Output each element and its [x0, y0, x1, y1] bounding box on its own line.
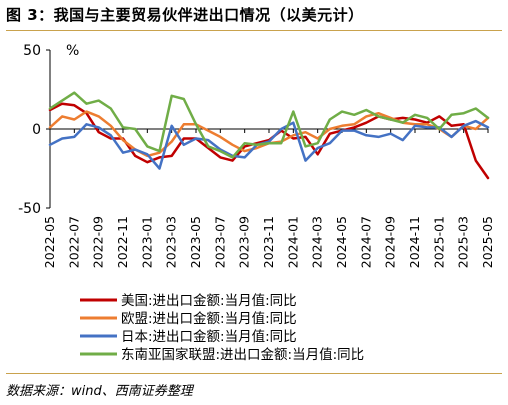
x-tick-label: 2022-07: [66, 216, 81, 268]
x-tick-label: 2022-05: [42, 216, 57, 268]
x-tick-label: 2023-11: [261, 216, 276, 268]
y-tick-label: 0: [32, 122, 41, 138]
x-tick-label: 2024-09: [383, 216, 398, 268]
source-rule: [6, 373, 502, 374]
title-rule: [6, 30, 502, 31]
legend-label-3: 日本:进出口金额:当月值:同比: [121, 329, 297, 345]
y-unit-label: %: [66, 43, 79, 59]
source-note: 数据来源：wind、西南证券整理: [6, 384, 193, 399]
x-tick-label: 2024-03: [310, 216, 325, 268]
figure-title: 图 3：我国与主要贸易伙伴进出口情况（以美元计）: [6, 6, 364, 24]
legend-label-1: 美国:进出口金额:当月值:同比: [121, 293, 297, 309]
legend-label-2: 欧盟:进出口金额:当月值:同比: [121, 311, 297, 327]
x-tick-label: 2022-09: [91, 216, 106, 268]
y-tick-label: -50: [18, 201, 41, 217]
line-chart: -50 0 50% 2022-05 2022-07 2022-09 2022-11 2023…: [18, 43, 495, 363]
x-tick-label: 2023-07: [212, 216, 227, 268]
x-tick-label: 2024-11: [407, 216, 422, 268]
x-tick-label: 2025-03: [456, 216, 471, 268]
legend-label-4: 东南亚国家联盟:进出口金额:当月值:同比: [121, 346, 364, 363]
series-line-3: [48, 119, 490, 170]
x-tick-label: 2025-05: [480, 216, 495, 268]
x-tick-label: 2023-05: [188, 216, 203, 268]
x-tick-label: 2024-01: [285, 216, 300, 268]
x-tick-label: 2023-03: [164, 216, 179, 268]
x-tick-label: 2022-11: [115, 216, 130, 268]
x-tick-label: 2024-05: [334, 216, 349, 268]
x-tick-label: 2023-01: [139, 216, 154, 268]
x-tick-label: 2025-01: [431, 216, 446, 268]
series-line-4: [48, 91, 490, 159]
x-tick-label: 2024-07: [358, 216, 373, 268]
x-tick-label: 2023-09: [237, 216, 252, 268]
y-tick-label: 50: [23, 43, 41, 59]
